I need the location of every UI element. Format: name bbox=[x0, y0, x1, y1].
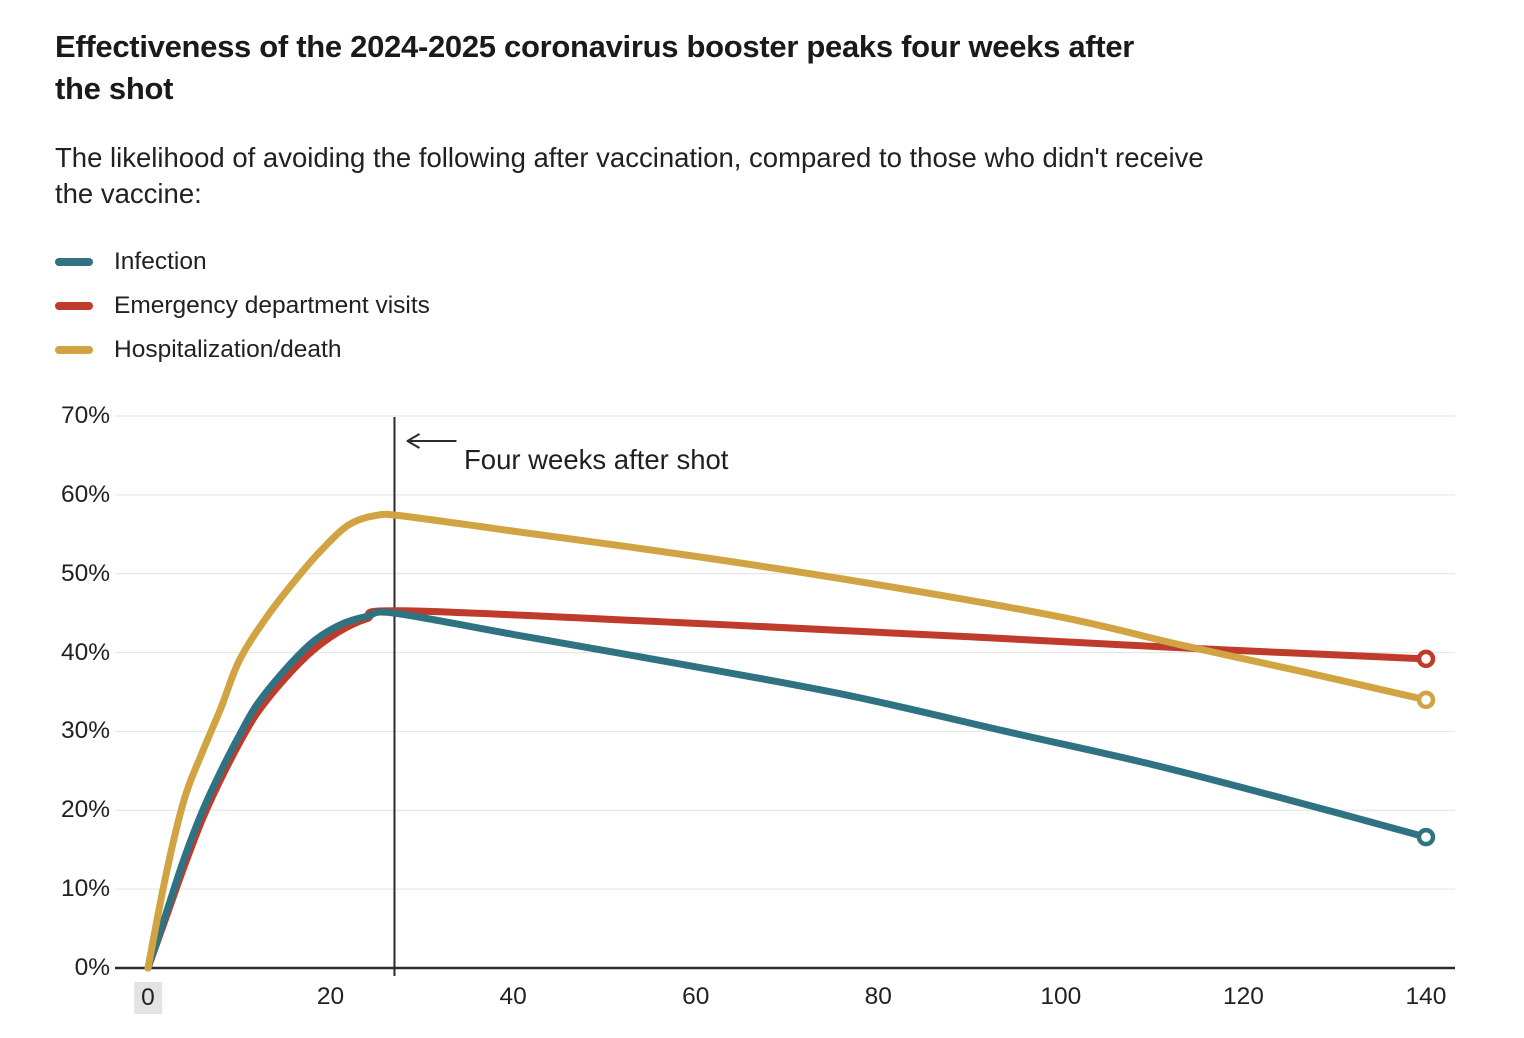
end-marker-hospitalization/death bbox=[1416, 690, 1436, 710]
legend-label: Hospitalization/death bbox=[114, 336, 342, 363]
legend-label: Emergency department visits bbox=[114, 292, 430, 319]
y-tick-label: 40% bbox=[60, 638, 110, 666]
y-tick-label: 10% bbox=[60, 875, 110, 903]
chart-title: Effectiveness of the 2024-2025 coronavir… bbox=[55, 29, 1135, 106]
x-tick-label: 80 bbox=[864, 983, 892, 1010]
left-arrow-icon bbox=[406, 433, 457, 449]
series-line-hospitalization/death bbox=[144, 510, 1430, 972]
series-line-infection bbox=[144, 608, 1430, 972]
y-tick-label: 20% bbox=[60, 796, 110, 824]
x-tick-label: 100 bbox=[1040, 983, 1082, 1010]
x-tick-label: 60 bbox=[682, 983, 710, 1010]
y-tick-label: 60% bbox=[60, 480, 110, 508]
legend: Infection Emergency department visits Ho… bbox=[55, 240, 430, 372]
end-marker-emergency bbox=[1416, 649, 1436, 669]
y-tick-label: 70% bbox=[60, 402, 110, 429]
x-tick-label: 40 bbox=[499, 983, 527, 1010]
x-tick-label: 20 bbox=[316, 983, 345, 1010]
y-tick-label: 50% bbox=[60, 559, 110, 587]
legend-item-infection: Infection bbox=[55, 240, 430, 284]
infection-swatch-icon bbox=[55, 258, 93, 266]
legend-label: Infection bbox=[114, 248, 207, 275]
chart-subtitle: The likelihood of avoiding the following… bbox=[55, 142, 1204, 209]
series-line-emergency bbox=[144, 607, 1430, 972]
hospitalization-swatch-icon bbox=[55, 346, 93, 354]
emergency-swatch-icon bbox=[55, 302, 93, 310]
x-tick-label: 0 bbox=[134, 982, 162, 1014]
y-tick-label: 0% bbox=[74, 954, 110, 981]
x-tick-label: 140 bbox=[1405, 983, 1447, 1010]
end-marker-infection bbox=[1416, 827, 1436, 847]
legend-item-emergency: Emergency department visits bbox=[55, 284, 430, 328]
y-tick-label: 30% bbox=[60, 717, 110, 745]
x-tick-label: 120 bbox=[1222, 983, 1264, 1010]
legend-item-hospitalization: Hospitalization/death bbox=[55, 328, 430, 372]
annotation-label: Four weeks after shot bbox=[464, 444, 729, 475]
